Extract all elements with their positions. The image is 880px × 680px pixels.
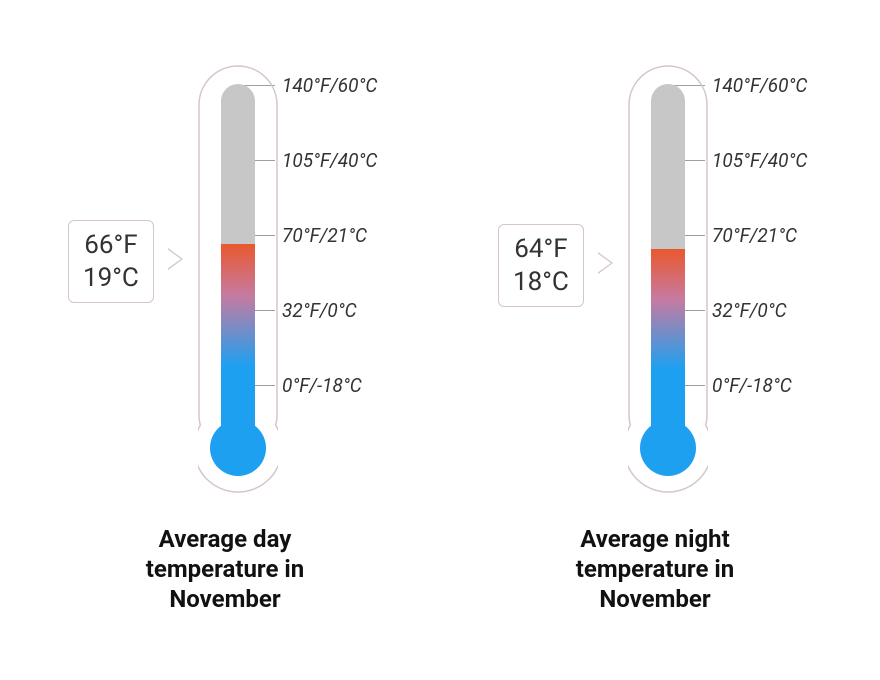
thermometer-graphic: 140°F/60°C 105°F/40°C 70°F/21°C 32°F/0°C 0°F… (480, 60, 830, 500)
thermometer-caption: Average daytemperature inNovember (146, 524, 304, 614)
thermometer-night: 140°F/60°C 105°F/40°C 70°F/21°C 32°F/0°C 0°F… (480, 60, 830, 614)
temperature-celsius: 19°C (83, 262, 139, 295)
caption-line: November (146, 584, 304, 614)
scale-label: 0°F/-18°C (712, 374, 792, 397)
scale-label: 70°F/21°C (282, 224, 367, 247)
caption-line: temperature in (576, 554, 734, 584)
caption-line: Average day (146, 524, 304, 554)
scale-label: 105°F/40°C (712, 149, 807, 172)
scale-label: 140°F/60°C (282, 74, 377, 97)
thermometer-pair: 140°F/60°C 105°F/40°C 70°F/21°C 32°F/0°C 0°F… (0, 0, 880, 614)
thermometer-caption: Average nighttemperature inNovember (576, 524, 734, 614)
temperature-callout: 66°F19°C (68, 220, 154, 303)
temperature-fahrenheit: 66°F (83, 229, 139, 262)
thermometer-day: 140°F/60°C 105°F/40°C 70°F/21°C 32°F/0°C 0°F… (50, 60, 400, 614)
temperature-celsius: 18°C (513, 266, 569, 299)
scale-label: 105°F/40°C (282, 149, 377, 172)
caption-line: Average night (576, 524, 734, 554)
callout-pointer (167, 249, 181, 269)
scale-label: 32°F/0°C (282, 299, 357, 322)
caption-line: temperature in (146, 554, 304, 584)
scale-label: 70°F/21°C (712, 224, 797, 247)
thermometer-graphic: 140°F/60°C 105°F/40°C 70°F/21°C 32°F/0°C 0°F… (50, 60, 400, 500)
scale-label: 140°F/60°C (712, 74, 807, 97)
temperature-fahrenheit: 64°F (513, 233, 569, 266)
thermometer-icon (628, 60, 708, 500)
callout-pointer (597, 253, 611, 273)
thermometer-icon (198, 60, 278, 500)
temperature-callout: 64°F18°C (498, 224, 584, 307)
scale-label: 32°F/0°C (712, 299, 787, 322)
scale-label: 0°F/-18°C (282, 374, 362, 397)
caption-line: November (576, 584, 734, 614)
